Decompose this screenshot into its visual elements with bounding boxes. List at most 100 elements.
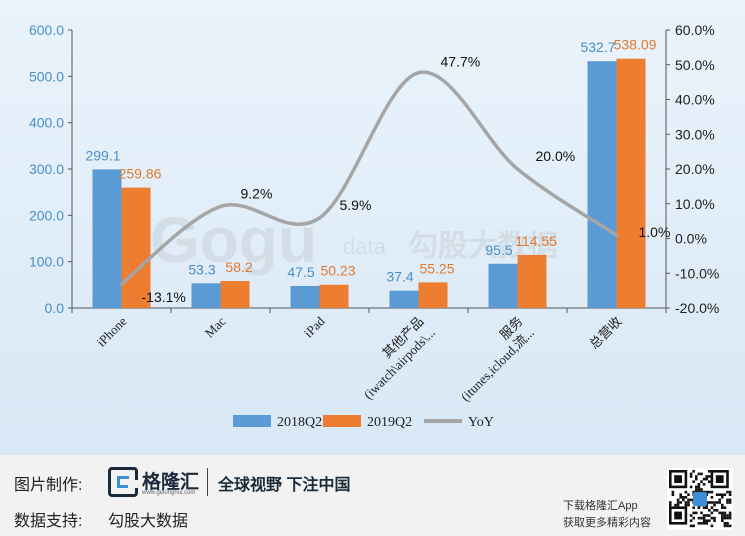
yoy-value-label: 47.7% xyxy=(441,54,481,70)
category-label: 总营收 xyxy=(586,314,624,352)
bar-value-label: 538.09 xyxy=(614,37,657,53)
qr-finder-core xyxy=(715,475,724,483)
qr-module xyxy=(710,511,714,515)
qr-module xyxy=(676,503,680,507)
qr-module xyxy=(689,472,693,476)
qr-module xyxy=(687,498,690,502)
bar-value-label: 47.5 xyxy=(287,264,314,280)
category-label-line: Mac xyxy=(202,313,229,340)
qr-module xyxy=(671,493,675,496)
qr-module xyxy=(702,519,706,522)
slogan: 全球视野 下注中国 xyxy=(218,477,351,494)
qr-module xyxy=(723,511,727,515)
bar-2019q2 xyxy=(517,254,547,308)
qr-module xyxy=(700,472,703,476)
qr-module xyxy=(718,493,721,496)
qr-module xyxy=(728,511,732,515)
right-tick-label: 10.0% xyxy=(675,196,715,212)
watermark-brand: Gogu xyxy=(150,204,317,276)
qr-module xyxy=(723,493,727,496)
bar-2018q2 xyxy=(488,263,518,308)
yoy-value-label: 1.0% xyxy=(639,224,671,240)
axes: 0.0 100.0 200.0 300.0 400.0 500.0 600.0 -20.0% -… xyxy=(29,22,719,316)
qr-module xyxy=(726,490,729,494)
right-tick-label: 0.0% xyxy=(675,231,707,247)
qr-module xyxy=(728,514,732,517)
data-labels: 299.1 53.3 47.5 37.4 95.5 532.7 259.86 58.2 50.2… xyxy=(85,37,670,305)
qr-module xyxy=(728,493,732,496)
qr-module xyxy=(726,522,729,525)
qr-module xyxy=(721,511,724,515)
qr-module xyxy=(705,519,708,522)
qr-module xyxy=(708,470,711,473)
qr-module xyxy=(713,516,716,520)
qr-module xyxy=(702,516,706,520)
qr-module xyxy=(723,516,727,520)
qr-module xyxy=(705,514,708,517)
qr-module xyxy=(702,506,706,509)
chart: Gogu data 勾股大数据 0.0 100.0 200.0 300.0 400.0 5… xyxy=(29,22,719,430)
qr-module xyxy=(689,519,693,522)
made-by-label: 图片制作: xyxy=(14,477,83,494)
qr-module xyxy=(721,514,724,517)
yoy-value-label: 9.2% xyxy=(241,186,273,202)
qr-module xyxy=(723,514,727,517)
qr-module xyxy=(718,511,721,515)
qr-module xyxy=(715,493,719,496)
qr-finder-core xyxy=(674,475,682,483)
right-tick-label: 40.0% xyxy=(675,92,715,108)
qr-module xyxy=(718,501,721,504)
qr-module xyxy=(695,488,698,491)
qr-code-icon[interactable] xyxy=(667,468,733,530)
qr-module xyxy=(728,501,732,504)
divider xyxy=(207,468,208,496)
bar-2019q2 xyxy=(319,284,349,308)
qr-module xyxy=(674,503,677,507)
qr-module xyxy=(705,506,708,509)
qr-module xyxy=(700,516,703,520)
qr-module xyxy=(700,522,703,525)
qr-module xyxy=(705,503,708,507)
qr-module xyxy=(723,522,727,525)
qr-module xyxy=(726,516,729,520)
category-label: iPad xyxy=(301,313,328,340)
qr-module xyxy=(684,501,688,504)
qr-module xyxy=(715,509,719,512)
qr-module xyxy=(728,524,732,528)
right-tick-label: 30.0% xyxy=(675,126,715,142)
bar-value-label: 532.7 xyxy=(580,39,615,55)
bar-2019q2 xyxy=(616,58,646,308)
data-support-value: 勾股大数据 xyxy=(108,513,189,530)
yoy-value-label: 5.9% xyxy=(340,197,372,213)
qr-module xyxy=(679,501,682,504)
qr-module xyxy=(728,490,732,494)
category-label-line: (itunes,icloud,流... xyxy=(458,325,537,404)
qr-module xyxy=(697,522,701,525)
brand-name: 格隆汇 xyxy=(142,472,200,493)
qr-module xyxy=(702,477,706,481)
right-tick-label: -20.0% xyxy=(675,300,719,316)
qr-module xyxy=(710,506,714,509)
left-tick-label: 200.0 xyxy=(29,207,64,223)
left-tick-label: 400.0 xyxy=(29,115,64,131)
qr-module xyxy=(695,477,698,481)
qr-module xyxy=(713,509,716,512)
right-tick-label: 20.0% xyxy=(675,161,715,177)
legend-label: YoY xyxy=(468,415,494,430)
left-tick-label: 600.0 xyxy=(29,22,64,38)
bars xyxy=(92,58,646,308)
qr-module xyxy=(689,485,693,489)
qr-module xyxy=(687,501,690,504)
qr-module xyxy=(697,516,701,520)
legend: 2018Q2 2019Q2 YoY xyxy=(233,415,494,430)
category-label-line: iPad xyxy=(301,313,328,340)
qr-module xyxy=(713,519,716,522)
qr-module xyxy=(697,488,701,491)
qr-module xyxy=(708,475,711,478)
bar-2019q2 xyxy=(418,282,448,308)
left-tick-label: 300.0 xyxy=(29,161,64,177)
qr-module xyxy=(710,516,714,520)
bar-value-label: 37.4 xyxy=(386,269,413,285)
qr-module xyxy=(713,501,716,504)
qr-module xyxy=(692,480,695,483)
